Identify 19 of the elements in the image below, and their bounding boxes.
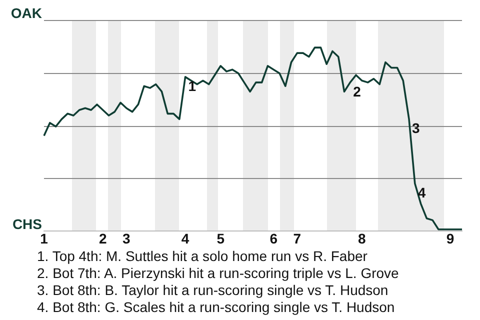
x-tick-label: 8 — [358, 230, 366, 246]
annotation: 3 — [412, 120, 420, 136]
x-tick-label: 9 — [446, 230, 454, 246]
x-tick-label: 1 — [40, 230, 48, 246]
text: CHS — [12, 216, 42, 232]
annotation: 1 — [188, 78, 196, 94]
annotation: 2 — [353, 83, 362, 100]
text: 4. Bot 8th: G. Scales hit a run-scoring single vs T. Hudson — [37, 299, 396, 316]
x-tick-label: 7 — [293, 230, 302, 246]
x-tick-label: 6 — [270, 230, 278, 246]
annotation: 4 — [418, 184, 426, 200]
x-tick-label: 4 — [181, 230, 190, 246]
text: 3. Bot 8th: B. Taylor hit a run-scoring single vs T. Hudson — [37, 282, 390, 299]
x-tick-label: 5 — [216, 230, 225, 246]
text: 2. Bot 7th: A. Pierzynski hit a run-scoring triple vs L. Grove — [37, 265, 400, 282]
text: OAK — [10, 4, 42, 21]
x-tick-label: 2 — [98, 230, 107, 246]
text: 1. Top 4th: M. Suttles hit a solo home run vs R. Faber — [37, 248, 368, 265]
x-tick-label: 3 — [122, 230, 131, 246]
